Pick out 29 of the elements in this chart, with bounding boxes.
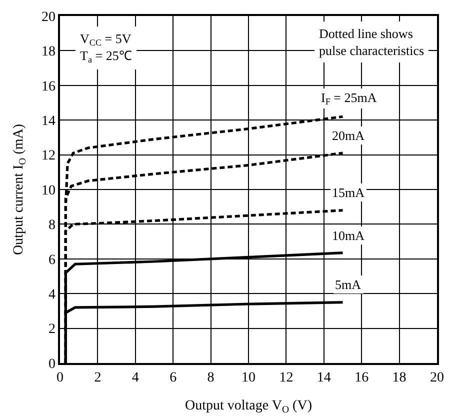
series-label: 20mA — [332, 128, 366, 143]
y-tick-label: 20 — [41, 10, 56, 25]
series-label: 5mA — [335, 277, 362, 292]
x-tick-label: 18 — [392, 370, 406, 386]
y-tick-label: 6 — [48, 252, 56, 268]
x-tick-label: 20 — [430, 370, 444, 386]
y-tick-label: 8 — [48, 218, 56, 234]
series-label: 10mA — [332, 228, 366, 243]
x-tick-label: 10 — [242, 370, 256, 386]
y-tick-label: 12 — [41, 148, 56, 164]
x-tick-label: 8 — [207, 370, 214, 386]
y-tick-label: 4 — [48, 288, 56, 302]
x-tick-label: 6 — [170, 370, 177, 386]
x-tick-label: 2 — [94, 370, 102, 386]
y-tick-label: 14 — [41, 114, 56, 129]
x-tick-label: 14 — [316, 370, 331, 386]
y-tick-label: 18 — [41, 44, 56, 60]
x-tick-label: 16 — [354, 370, 369, 386]
x-axis-title: Output voltage V$_{O}$ (V) — [185, 398, 312, 416]
text: V$_{CC}$ = 5V T$_{a}$ = 25℃ — [80, 31, 132, 65]
y-tick-label: 10 — [41, 183, 56, 198]
series-label: I$_{F}$ = 25mA — [321, 90, 378, 107]
y-tick-label: 16 — [41, 79, 56, 94]
x-tick-label: 12 — [279, 370, 294, 386]
y-tick-label: 0 — [48, 356, 56, 372]
x-tick-label: 4 — [132, 370, 139, 386]
annotation: Dotted line shows pulse characteristics — [319, 26, 424, 58]
y-tick-label: 2 — [48, 322, 56, 338]
series-label: 15mA — [332, 185, 366, 200]
